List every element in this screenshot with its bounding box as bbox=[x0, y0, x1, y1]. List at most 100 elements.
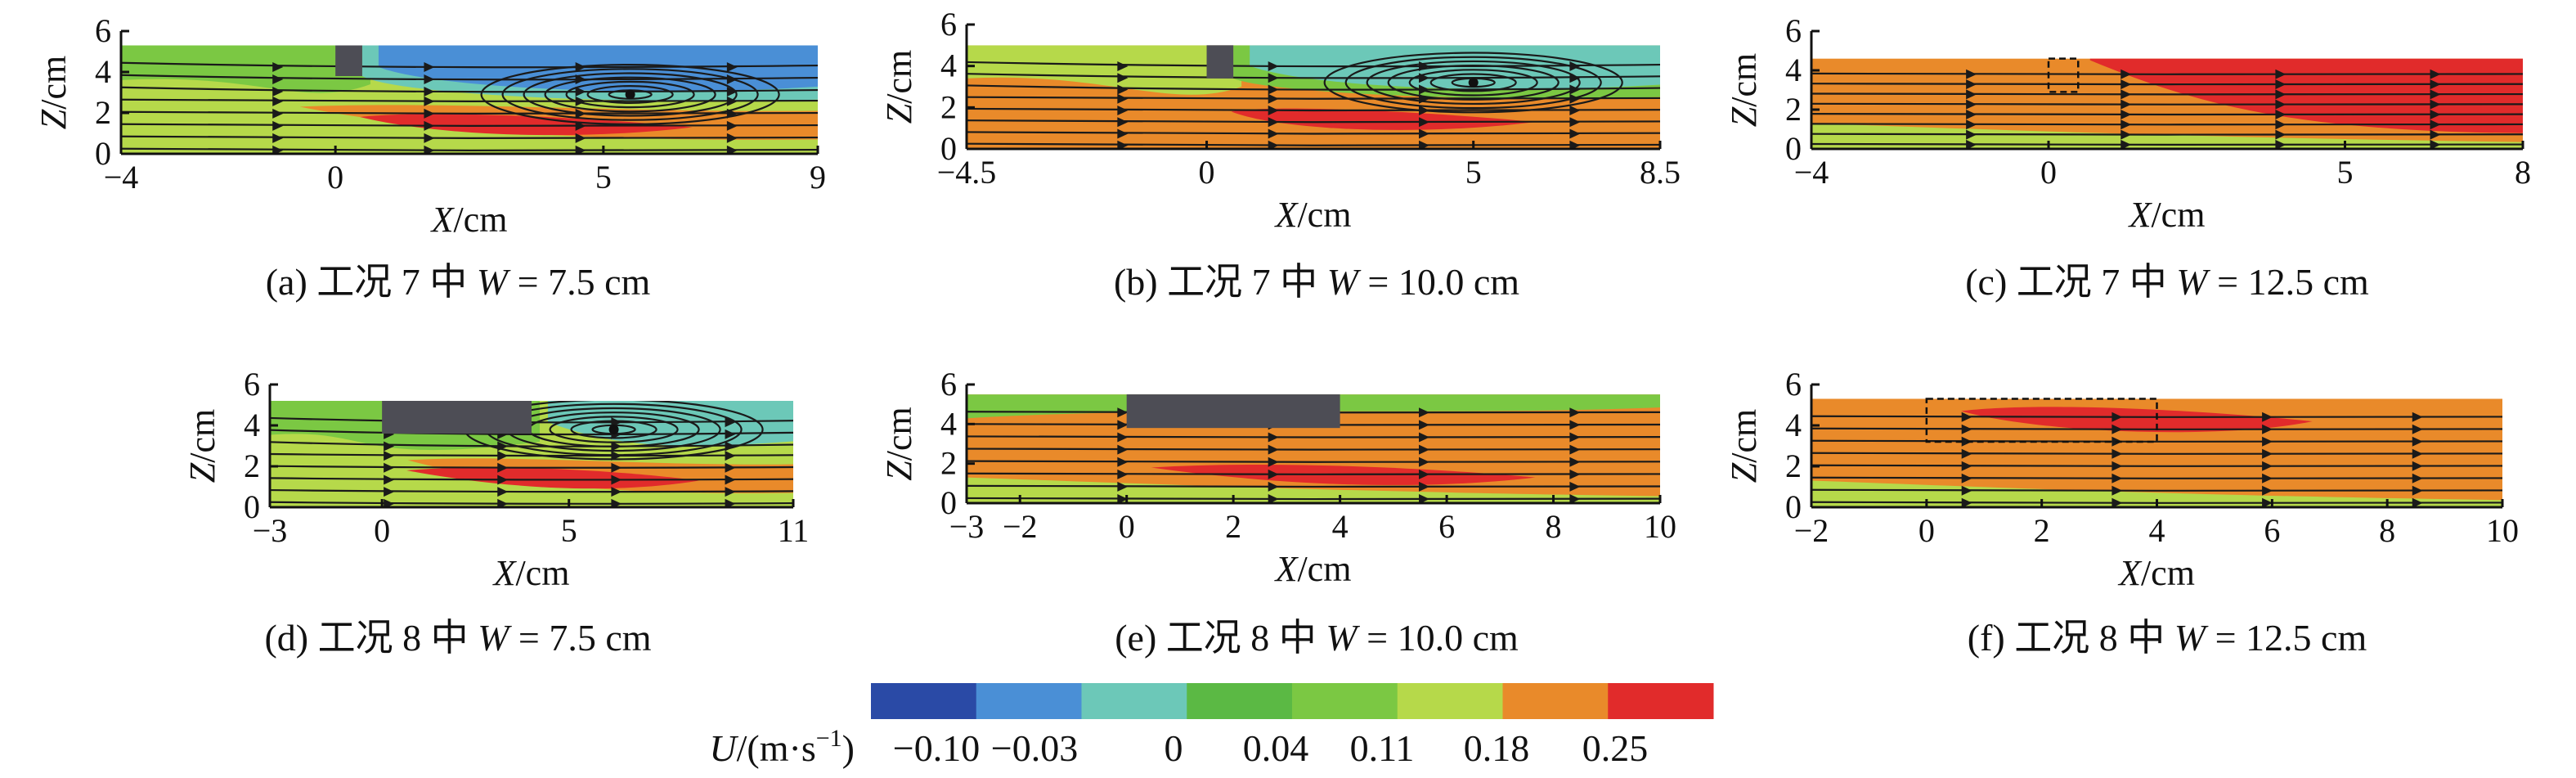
x-tick-label: 5 bbox=[1465, 154, 1482, 191]
streamline-arrow bbox=[1419, 420, 1430, 430]
streamline bbox=[1811, 83, 2523, 86]
streamline-arrow bbox=[1569, 128, 1581, 139]
zone-upstream-top bbox=[967, 45, 1242, 95]
streamline-arrow bbox=[1569, 140, 1581, 149]
streamline-arrow bbox=[1966, 139, 1977, 149]
x-axis-label: X/cm bbox=[430, 200, 508, 240]
streamline-arrow bbox=[1117, 469, 1129, 479]
x-tick-label: 2 bbox=[1225, 508, 1241, 545]
streamline-arrow bbox=[611, 498, 622, 507]
streamline bbox=[1811, 113, 2523, 116]
y-axis-label-unit: /cm bbox=[879, 407, 919, 461]
streamline bbox=[967, 84, 1660, 91]
streamline bbox=[967, 96, 1660, 100]
streamline-arrow bbox=[575, 96, 586, 106]
y-tick-label: 6 bbox=[940, 6, 957, 43]
streamline-arrow bbox=[2112, 473, 2123, 483]
vortex-ring bbox=[544, 76, 716, 113]
streamline bbox=[967, 484, 1660, 488]
streamline-arrow bbox=[1268, 494, 1279, 504]
streamline-arrow bbox=[1419, 444, 1430, 455]
streamline bbox=[270, 501, 793, 506]
streamline-arrow bbox=[2262, 448, 2273, 459]
streamline-arrow bbox=[2275, 129, 2287, 140]
y-axis-label-var: Z bbox=[879, 461, 919, 481]
x-axis-label-var: X bbox=[2117, 553, 2143, 593]
colorbar-swatch bbox=[1608, 683, 1714, 719]
streamline bbox=[270, 477, 793, 481]
x-axis-label-unit: /cm bbox=[453, 200, 507, 240]
caption-suffix: = 10.0 cm bbox=[1358, 261, 1519, 303]
x-tick-label: 8 bbox=[2379, 512, 2395, 549]
streamline-arrow bbox=[725, 498, 736, 507]
streamline-arrow bbox=[497, 487, 509, 497]
x-tick-label: 0 bbox=[1919, 512, 1935, 549]
y-tick-label: 0 bbox=[1785, 488, 1802, 525]
streamline-arrow bbox=[1268, 84, 1279, 95]
streamline bbox=[270, 452, 793, 457]
streamline-arrow bbox=[2430, 129, 2441, 140]
streamline bbox=[121, 135, 818, 140]
y-axis-label-var: Z bbox=[182, 462, 222, 483]
y-axis-label: Z/cm bbox=[1724, 409, 1764, 483]
streamline-arrow bbox=[2120, 139, 2132, 149]
streamline-arrow bbox=[2430, 89, 2441, 100]
streamline-arrow bbox=[2112, 448, 2123, 459]
x-axis-label-unit: /cm bbox=[2141, 553, 2195, 593]
x-tick-label: −4 bbox=[1794, 154, 1829, 191]
streamline bbox=[967, 73, 1660, 79]
streamline-arrow bbox=[1419, 140, 1430, 149]
streamline-arrow bbox=[1419, 84, 1430, 95]
streamline-arrow bbox=[1268, 456, 1279, 467]
colorbar-swatch bbox=[1081, 683, 1187, 719]
obstacle-block bbox=[1126, 394, 1340, 429]
streamline-arrow bbox=[1961, 473, 1972, 483]
streamline-arrow bbox=[1569, 117, 1581, 128]
x-tick-label: 2 bbox=[2034, 512, 2050, 549]
colorbar-tick-label: 0.04 bbox=[1243, 727, 1309, 769]
streamline-arrow bbox=[1966, 109, 1977, 119]
colorbar-tick-label: −0.03 bbox=[991, 727, 1078, 769]
streamline bbox=[1811, 92, 2523, 96]
streamline-arrow bbox=[1961, 448, 1972, 459]
streamline-arrow bbox=[1268, 93, 1279, 104]
streamline-arrow bbox=[1117, 432, 1129, 443]
streamline-arrow bbox=[1117, 420, 1129, 430]
caption-prefix: (a) 工况 7 中 bbox=[266, 261, 477, 303]
y-axis-label-var: Z bbox=[1724, 106, 1764, 127]
y-axis-label: Z/cm bbox=[34, 56, 74, 129]
streamline-arrow bbox=[1117, 105, 1129, 115]
streamline-arrow bbox=[1117, 61, 1129, 71]
y-tick-label: 4 bbox=[1785, 407, 1802, 443]
x-tick-label: 5 bbox=[595, 159, 612, 196]
vortex-center bbox=[625, 89, 635, 100]
streamline-arrow bbox=[2120, 89, 2132, 100]
streamline-arrow bbox=[1117, 73, 1129, 83]
streamline-arrow bbox=[611, 474, 622, 485]
streamline-arrow bbox=[1268, 117, 1279, 128]
panel-caption: (e) 工况 8 中 W = 10.0 cm bbox=[1115, 617, 1519, 659]
streamline-arrow bbox=[725, 451, 736, 461]
x-tick-label: 11 bbox=[778, 512, 810, 549]
streamline-arrow bbox=[1966, 69, 1977, 79]
x-tick-label: −2 bbox=[1794, 512, 1829, 549]
panel-caption: (a) 工况 7 中 W = 7.5 cm bbox=[266, 261, 651, 303]
streamline-arrow bbox=[611, 487, 622, 497]
streamline-arrow bbox=[2412, 448, 2423, 459]
y-axis-label-var: Z bbox=[34, 109, 74, 129]
y-tick-label: 4 bbox=[95, 53, 111, 90]
streamline-arrow bbox=[2430, 119, 2441, 130]
streamline-arrow bbox=[2112, 411, 2123, 422]
streamline bbox=[121, 98, 818, 103]
streamline bbox=[270, 488, 793, 493]
caption-suffix: = 7.5 cm bbox=[509, 617, 651, 659]
streamline-arrow bbox=[1569, 456, 1581, 467]
streamline bbox=[1811, 102, 2523, 106]
x-tick-label: 0 bbox=[374, 512, 390, 549]
streamline-arrow bbox=[497, 474, 509, 485]
vortex-ring bbox=[565, 80, 695, 109]
streamline bbox=[1811, 476, 2502, 479]
